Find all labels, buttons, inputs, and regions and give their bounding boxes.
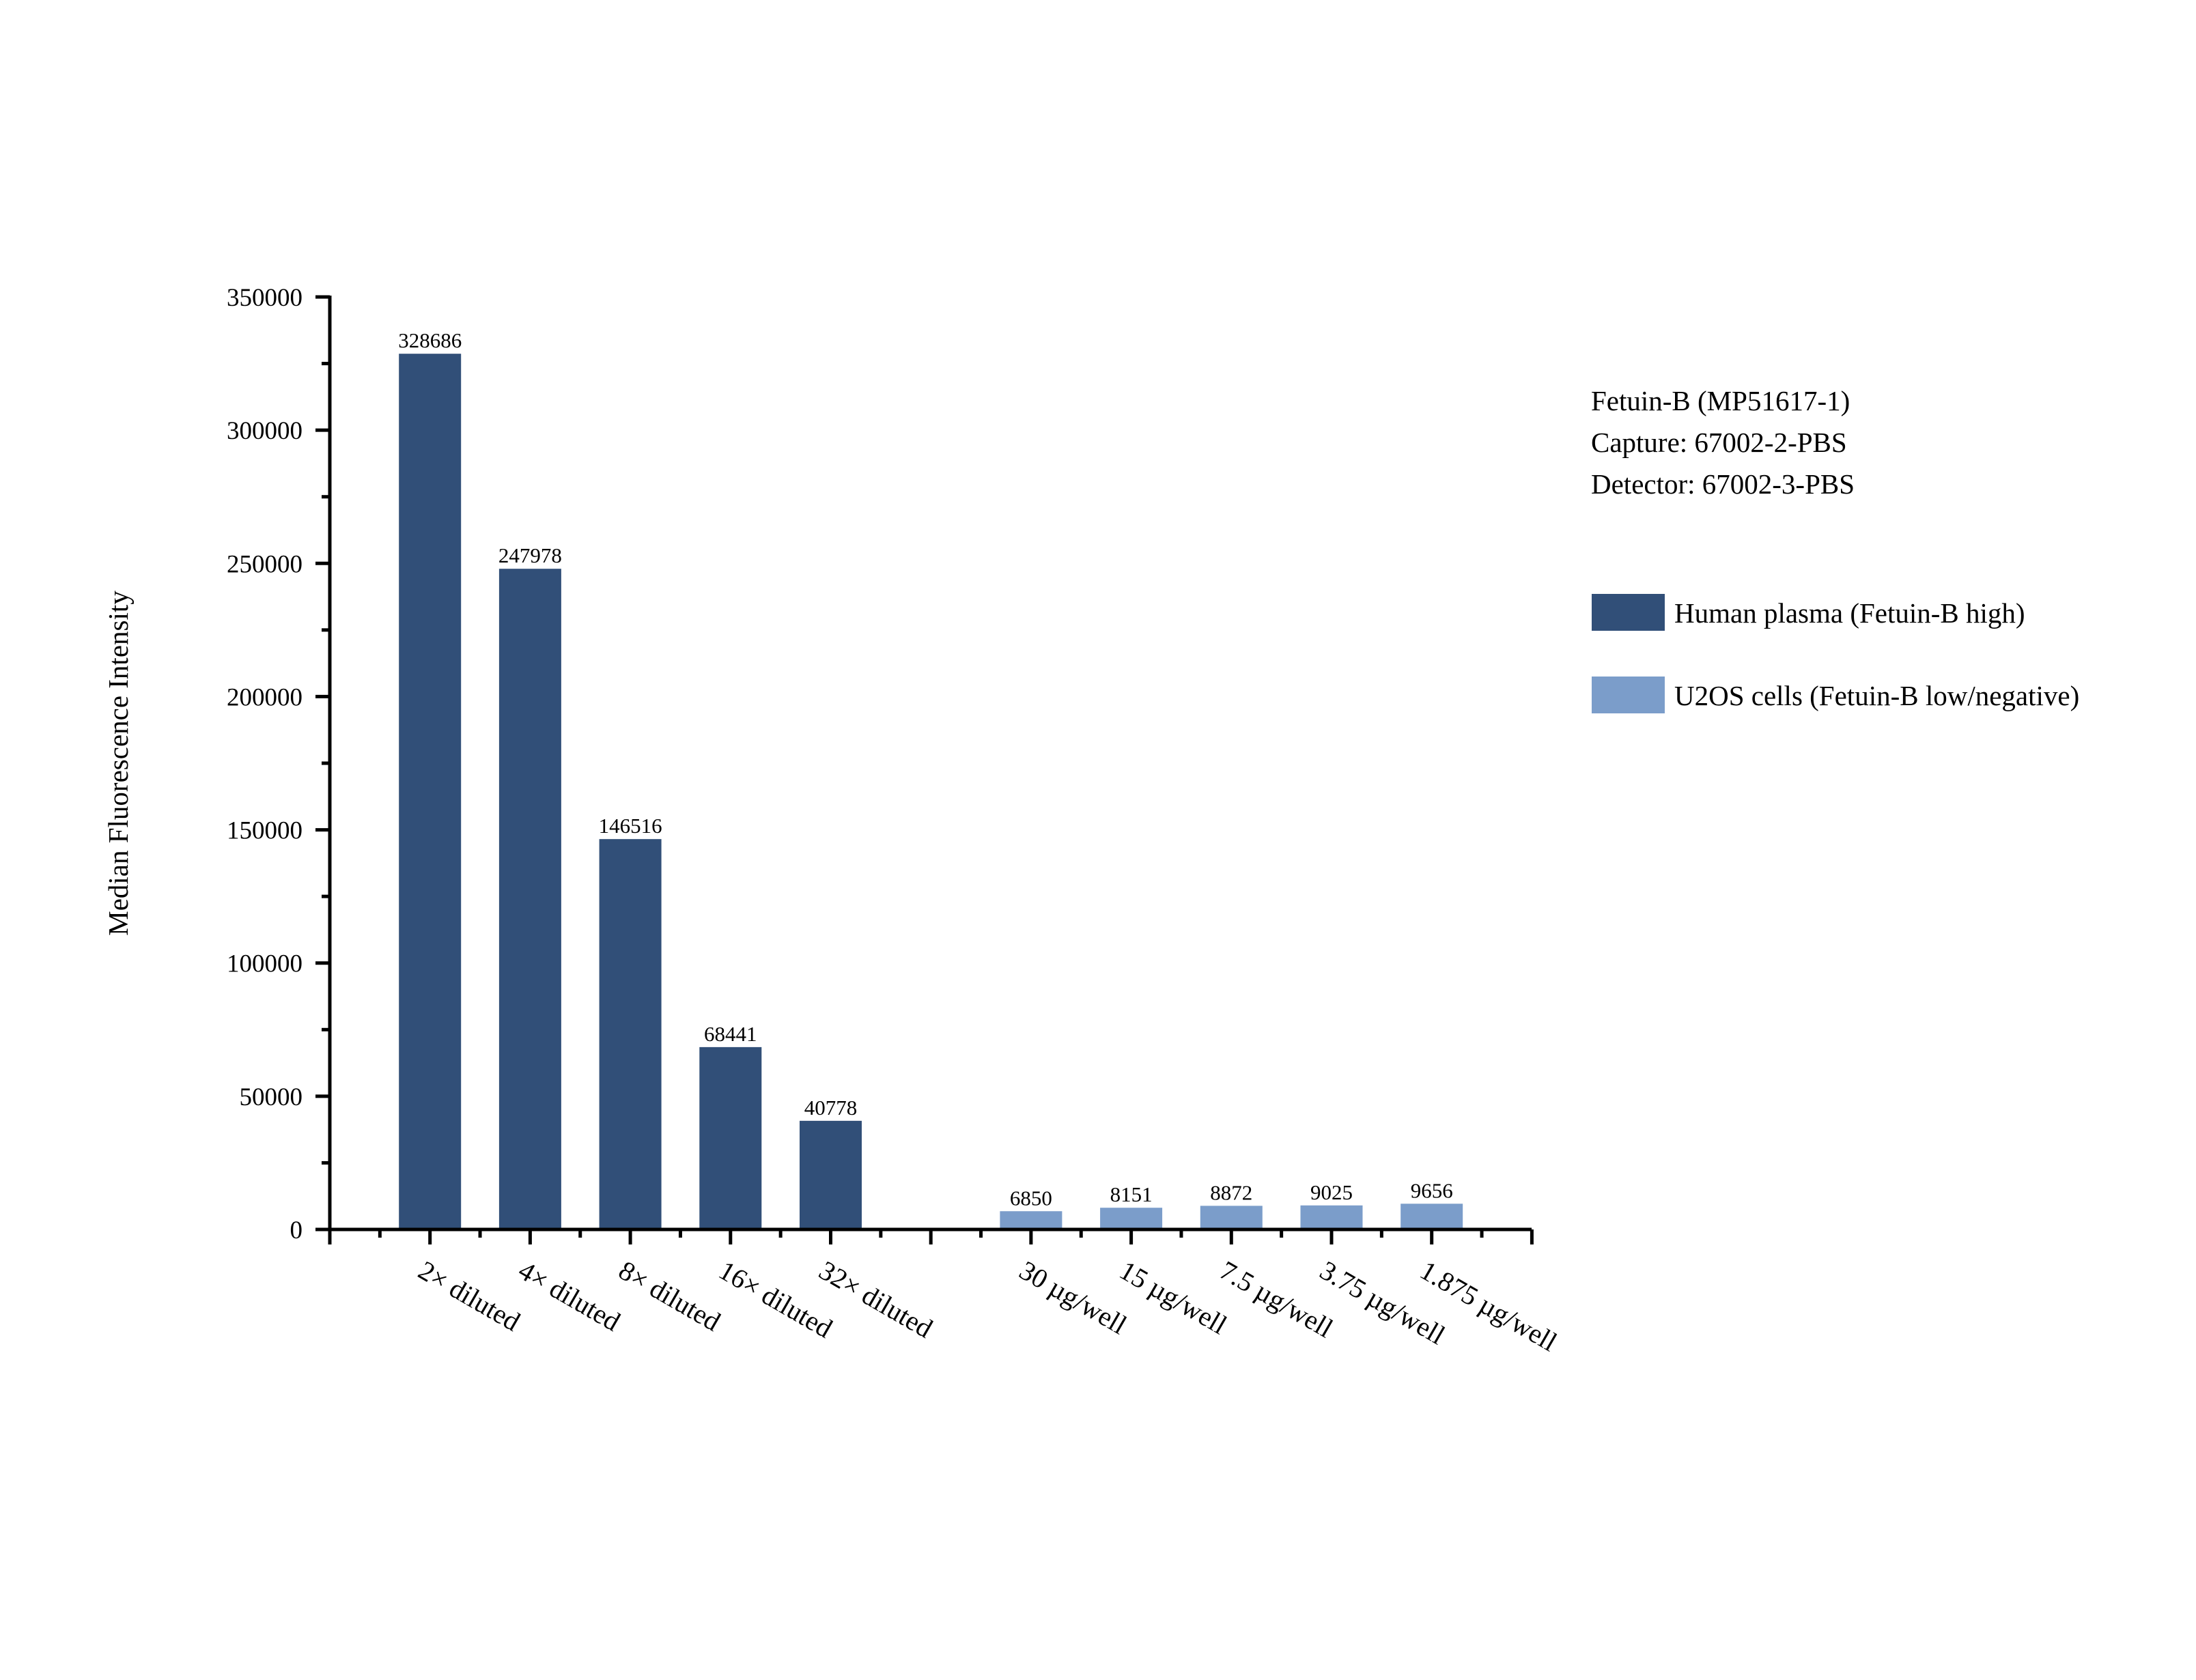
bar-value-label: 68441 bbox=[704, 1022, 757, 1046]
bar-rect bbox=[1100, 1208, 1163, 1229]
bar-rect bbox=[1300, 1205, 1363, 1229]
x-category-label: 2× diluted bbox=[413, 1255, 525, 1337]
y-tick-label: 150000 bbox=[227, 817, 302, 845]
bar-rect bbox=[1400, 1204, 1463, 1229]
bar-value-label: 8151 bbox=[1110, 1182, 1153, 1206]
bar-rect bbox=[1000, 1211, 1062, 1229]
x-category-label: 16× diluted bbox=[714, 1255, 838, 1344]
bar-human-plasma: 247978 bbox=[498, 543, 562, 1229]
x-category-label: 8× diluted bbox=[614, 1255, 726, 1337]
bar-rect bbox=[1200, 1206, 1263, 1229]
x-category-label: 30 µg/well bbox=[1014, 1255, 1131, 1340]
y-tick-label: 300000 bbox=[227, 417, 302, 445]
bars: 328686 247978 146516 68441 40778 6850 8151 8872… bbox=[398, 328, 1463, 1229]
bar-value-label: 146516 bbox=[599, 814, 662, 838]
bar-value-label: 247978 bbox=[498, 543, 562, 567]
x-category-label: 7.5 µg/well bbox=[1215, 1255, 1338, 1343]
bar-rect bbox=[498, 569, 561, 1229]
x-category-label: 32× diluted bbox=[814, 1255, 938, 1344]
bar-u2os-cells: 8151 bbox=[1100, 1182, 1163, 1229]
legend-label-u2os-cells: U2OS cells (Fetuin-B low/negative) bbox=[1674, 680, 2079, 711]
bar-human-plasma: 40778 bbox=[800, 1096, 862, 1229]
bar-value-label: 40778 bbox=[804, 1096, 858, 1120]
y-tick-label: 250000 bbox=[227, 550, 302, 578]
y-axis-label: Median Fluorescence Intensity bbox=[102, 590, 134, 936]
bar-value-label: 328686 bbox=[398, 328, 462, 352]
legend: Human plasma (Fetuin-B high) U2OS cells … bbox=[1592, 594, 2079, 713]
bar-human-plasma: 68441 bbox=[699, 1022, 762, 1229]
y-tick-label: 350000 bbox=[227, 284, 302, 312]
bar-value-label: 9025 bbox=[1310, 1180, 1353, 1204]
annotation-block: Fetuin-B (MP51617-1) Capture: 67002-2-PB… bbox=[1591, 385, 1855, 500]
bar-rect bbox=[800, 1120, 862, 1229]
bar-rect bbox=[399, 354, 462, 1229]
annotation-antigen: Fetuin-B (MP51617-1) bbox=[1591, 385, 1850, 416]
x-category-label: 4× diluted bbox=[513, 1255, 625, 1337]
legend-swatch-u2os-cells bbox=[1592, 677, 1665, 713]
x-category-label: 15 µg/well bbox=[1114, 1255, 1232, 1340]
bar-rect bbox=[699, 1047, 762, 1229]
bar-value-label: 9656 bbox=[1411, 1178, 1453, 1202]
bar-human-plasma: 328686 bbox=[398, 328, 462, 1229]
bar-human-plasma: 146516 bbox=[599, 814, 662, 1229]
legend-label-human-plasma: Human plasma (Fetuin-B high) bbox=[1674, 597, 2025, 629]
y-axis: 0 50000 100000 150000 200000 250000 300000 3500… bbox=[227, 284, 332, 1244]
legend-swatch-human-plasma bbox=[1592, 594, 1665, 631]
annotation-capture: Capture: 67002-2-PBS bbox=[1591, 427, 1847, 458]
bar-u2os-cells: 9025 bbox=[1300, 1180, 1363, 1229]
bar-u2os-cells: 6850 bbox=[1000, 1186, 1062, 1229]
bar-rect bbox=[599, 839, 662, 1229]
bar-u2os-cells: 9656 bbox=[1400, 1178, 1463, 1229]
bar-value-label: 8872 bbox=[1210, 1180, 1252, 1204]
y-tick-label: 200000 bbox=[227, 683, 302, 711]
bar-u2os-cells: 8872 bbox=[1200, 1180, 1263, 1229]
annotation-detector: Detector: 67002-3-PBS bbox=[1591, 468, 1855, 500]
bar-value-label: 6850 bbox=[1010, 1186, 1052, 1210]
y-tick-label: 50000 bbox=[240, 1083, 303, 1111]
y-tick-label: 0 bbox=[290, 1216, 303, 1244]
y-tick-label: 100000 bbox=[227, 950, 302, 978]
